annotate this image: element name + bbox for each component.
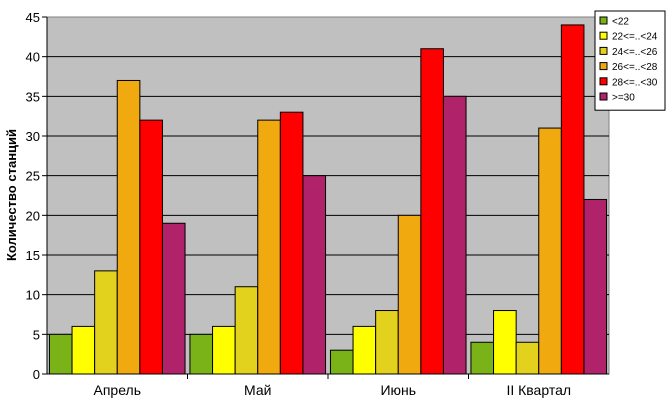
bar: [538, 127, 562, 375]
y-tick-label: 30: [26, 129, 40, 144]
legend-label: >=30: [612, 93, 635, 104]
y-tick-label: 40: [26, 50, 40, 65]
legend-label: <22: [612, 17, 629, 28]
y-tick-label: 10: [26, 288, 40, 303]
legend-label: 24<=..<26: [612, 47, 658, 58]
bar: [189, 333, 214, 375]
legend-label: 28<=..<30: [612, 77, 658, 88]
bar: [493, 310, 517, 375]
y-tick-label: 25: [26, 169, 40, 184]
y-tick-label: 45: [26, 10, 40, 25]
bar: [375, 310, 399, 375]
x-category-label: Май: [244, 382, 271, 398]
bar: [352, 325, 377, 375]
x-category-label: Апрель: [94, 382, 142, 398]
bar: [161, 222, 186, 375]
bar: [212, 325, 236, 375]
x-category-label: II Квартал: [506, 382, 571, 398]
y-axis-title: Количество станций: [4, 129, 19, 261]
y-tick-labels: 0 5 10 15 20 25 30 35 40 45: [26, 10, 40, 382]
bar: [139, 119, 163, 375]
bars: [48, 24, 608, 375]
legend-swatch: [599, 31, 608, 40]
bar: [583, 198, 608, 375]
bar: [94, 270, 118, 375]
bar: [420, 48, 444, 375]
bar: [470, 341, 495, 375]
legend-label: 26<=..<28: [612, 62, 658, 73]
axes: [42, 16, 609, 379]
x-category-labels: Апрель Май Июнь II Квартал: [94, 382, 572, 398]
legend-label: 22<=..<24: [612, 32, 658, 43]
legend-swatch: [599, 77, 608, 86]
bar: [116, 79, 141, 375]
legend-swatch: [599, 16, 608, 25]
bar: [71, 325, 96, 375]
bar: [48, 333, 73, 375]
bar: [257, 119, 281, 375]
bar: [442, 95, 467, 375]
bar: [329, 349, 354, 375]
bar: [560, 24, 585, 375]
bar: [302, 175, 327, 375]
y-tick-label: 35: [26, 89, 40, 104]
bar: [397, 214, 422, 375]
bar: [234, 286, 259, 375]
y-tick-label: 20: [26, 208, 40, 223]
legend-swatch: [599, 46, 608, 55]
x-category-label: Июнь: [380, 382, 416, 398]
legend-swatch: [599, 92, 608, 101]
bar: [279, 111, 304, 375]
bar: [515, 341, 540, 375]
y-tick-label: 15: [26, 248, 40, 263]
y-tick-label: 0: [33, 367, 40, 382]
legend-swatch: [599, 62, 608, 71]
y-tick-label: 5: [33, 327, 40, 342]
legend: <22 22<=..<24 24<=..<26 26<=..<28 28<=..<30 >…: [594, 10, 666, 111]
